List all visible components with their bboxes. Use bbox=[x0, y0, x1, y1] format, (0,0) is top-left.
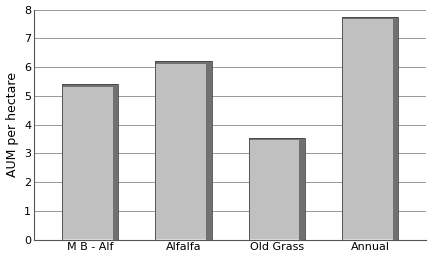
Bar bbox=[156, 238, 206, 240]
Bar bbox=[62, 84, 118, 240]
Bar bbox=[156, 61, 212, 64]
Bar bbox=[393, 17, 398, 240]
Bar bbox=[342, 17, 398, 240]
Bar bbox=[112, 84, 118, 240]
Bar bbox=[62, 238, 112, 240]
Bar bbox=[299, 138, 305, 240]
Bar bbox=[249, 138, 305, 240]
Bar bbox=[249, 138, 305, 240]
Bar bbox=[342, 17, 398, 19]
Bar bbox=[156, 61, 212, 240]
Bar bbox=[62, 84, 118, 87]
Y-axis label: AUM per hectare: AUM per hectare bbox=[6, 72, 19, 177]
Bar bbox=[249, 138, 305, 140]
Bar bbox=[342, 17, 398, 240]
Bar bbox=[62, 84, 118, 240]
Bar bbox=[206, 61, 212, 240]
Bar bbox=[156, 61, 212, 240]
Bar bbox=[342, 238, 393, 240]
Bar bbox=[249, 238, 299, 240]
